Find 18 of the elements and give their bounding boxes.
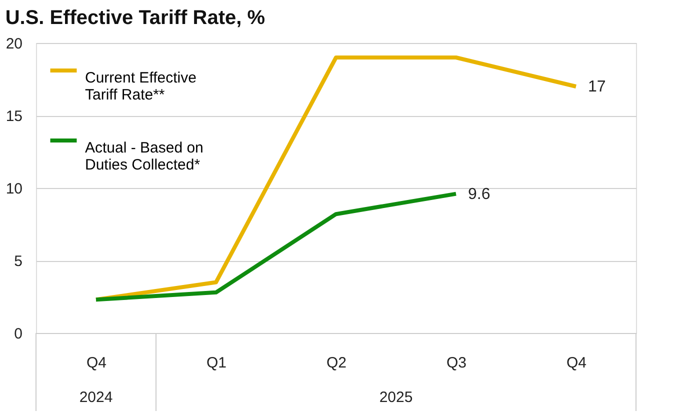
text: 2024 [79,389,113,406]
line-series [94,192,458,302]
data-label: 17 [588,78,606,96]
x-tick-label: Q4 [566,354,587,372]
text: 2025 [379,389,413,406]
y-tick-label: 10 [6,180,22,198]
x-tick-label: Q2 [326,354,347,372]
y-tick-label: 15 [6,108,22,125]
y-tick-label: 20 [6,36,22,52]
legend-label: Actual - Based on Duties Collected* [85,140,204,174]
legend-label: Current Effective Tariff Rate** [85,70,196,104]
x-tick-label: Q1 [206,354,227,372]
y-tick-label: 5 [14,253,22,270]
data-label: 9.6 [468,186,490,203]
chart-title: U.S. Effective Tariff Rate, % [5,7,266,29]
x-tick-label: Q4 [86,354,107,372]
y-tick-label: 0 [14,326,22,342]
x-tick-label: Q3 [446,354,467,372]
